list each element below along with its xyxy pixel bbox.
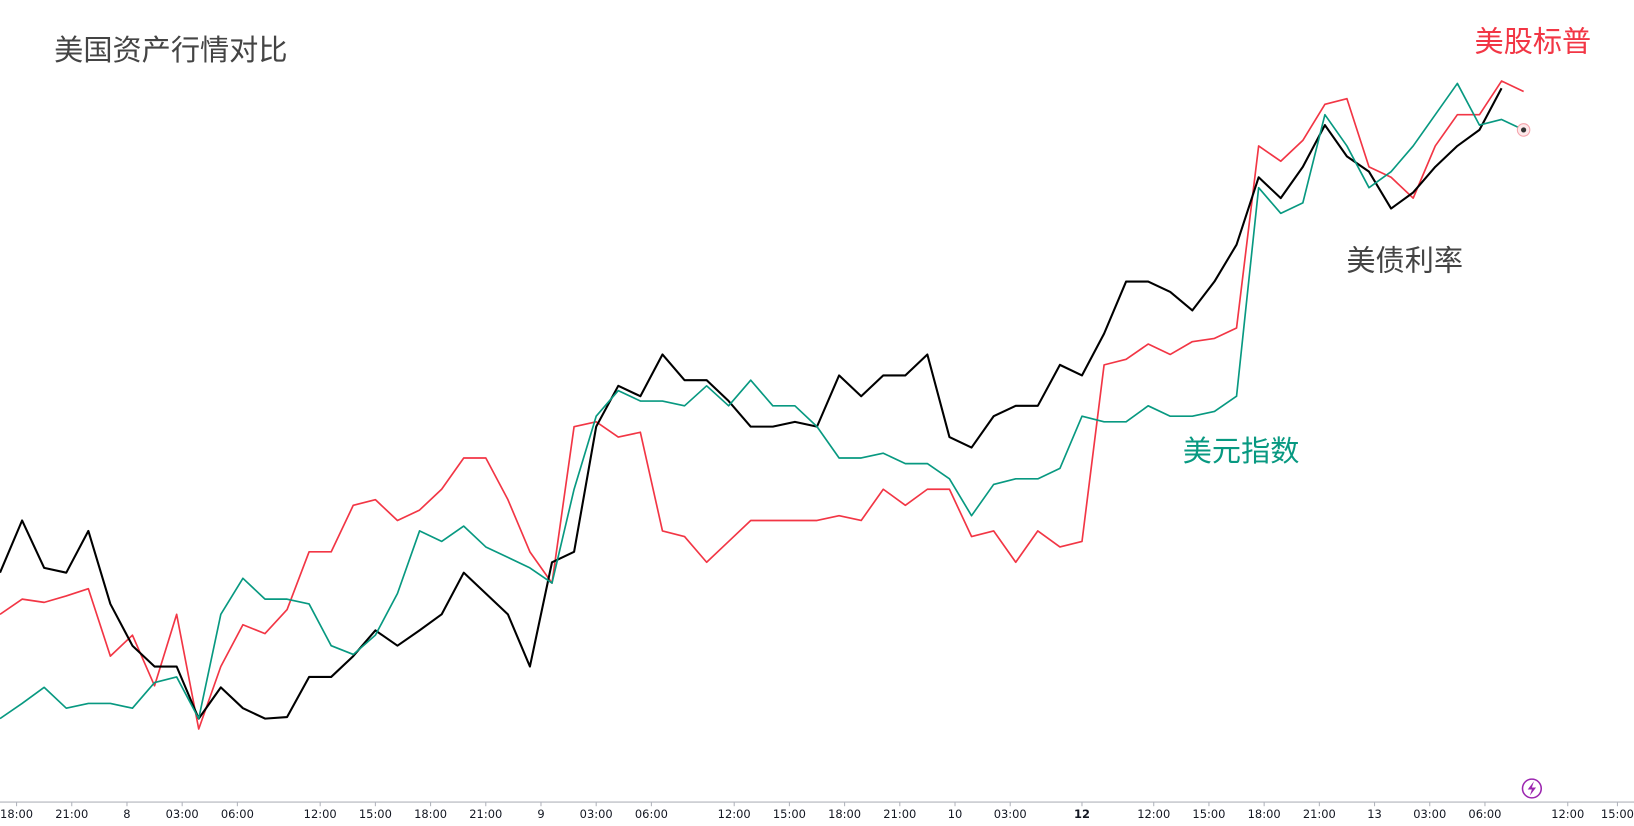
series-label: 美股标普 bbox=[1475, 25, 1592, 59]
chart-title: 美国资产行情对比 bbox=[54, 33, 287, 67]
x-tick-label: 12 bbox=[1074, 807, 1090, 821]
x-tick-label: 18:00 bbox=[0, 807, 33, 821]
x-tick-label: 15:00 bbox=[773, 807, 806, 821]
x-tick-label: 21:00 bbox=[469, 807, 502, 821]
x-tick-label: 12:00 bbox=[304, 807, 337, 821]
x-tick-label: 15:00 bbox=[1192, 807, 1225, 821]
x-tick-label: 12:00 bbox=[1551, 807, 1584, 821]
icon-ring bbox=[1521, 778, 1543, 799]
series-line bbox=[0, 80, 1524, 730]
series-label: 美元指数 bbox=[1183, 434, 1300, 468]
x-tick-label: 21:00 bbox=[1303, 807, 1336, 821]
x-tick-label: 10 bbox=[948, 807, 963, 821]
lightning-icon[interactable] bbox=[1521, 778, 1543, 799]
x-tick-label: 8 bbox=[123, 807, 130, 821]
icon-bolt bbox=[1527, 781, 1537, 796]
x-tick-label: 18:00 bbox=[1248, 807, 1281, 821]
last-point bbox=[1520, 127, 1527, 133]
x-tick-label: 21:00 bbox=[883, 807, 916, 821]
series-line bbox=[0, 82, 1524, 720]
x-tick-label: 15:00 bbox=[1601, 807, 1634, 821]
x-tick-label: 9 bbox=[537, 807, 544, 821]
x-tick-label: 12:00 bbox=[1137, 807, 1170, 821]
x-tick-label: 03:00 bbox=[580, 807, 613, 821]
x-tick-label: 06:00 bbox=[221, 807, 254, 821]
x-tick-label: 21:00 bbox=[55, 807, 88, 821]
x-tick-label: 18:00 bbox=[828, 807, 861, 821]
x-tick-label: 18:00 bbox=[414, 807, 447, 821]
x-tick-label: 12:00 bbox=[718, 807, 751, 821]
x-tick-label: 15:00 bbox=[359, 807, 392, 821]
series-line bbox=[0, 87, 1503, 720]
x-tick-label: 03:00 bbox=[994, 807, 1027, 821]
x-tick-label: 06:00 bbox=[1468, 807, 1501, 821]
series-label: 美债利率 bbox=[1346, 243, 1463, 277]
x-tick-label: 06:00 bbox=[635, 807, 668, 821]
x-tick-label: 03:00 bbox=[166, 807, 199, 821]
x-tick-label: 13 bbox=[1367, 807, 1382, 821]
x-tick-label: 03:00 bbox=[1413, 807, 1446, 821]
